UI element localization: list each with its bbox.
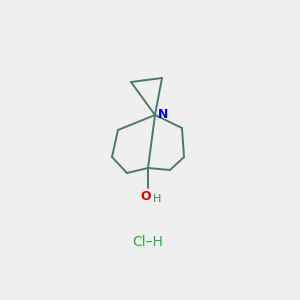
- Text: H: H: [153, 194, 161, 204]
- Text: O: O: [141, 190, 151, 202]
- Text: N: N: [158, 109, 168, 122]
- Text: Cl–H: Cl–H: [133, 235, 164, 249]
